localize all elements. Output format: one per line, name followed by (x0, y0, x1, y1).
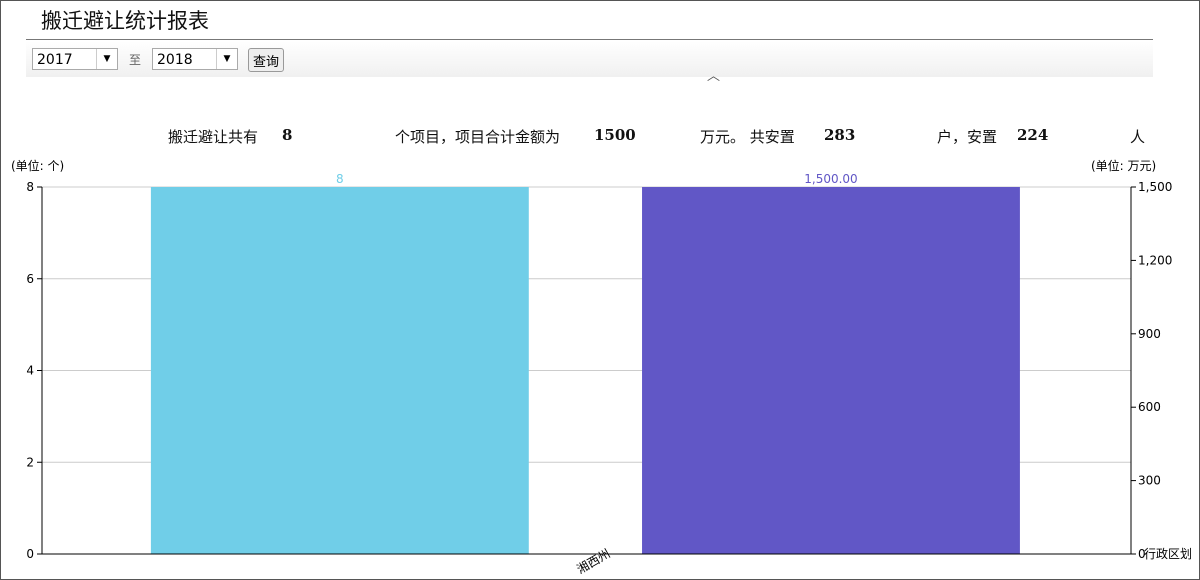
end-year-select[interactable]: 2018 ▼ (152, 48, 238, 70)
left-tick-label: 2 (26, 455, 34, 469)
data-label: 1,500.00 (804, 172, 857, 186)
right-tick-label: 300 (1138, 474, 1161, 488)
bar-right (642, 187, 1020, 554)
data-label: 8 (336, 172, 344, 186)
people-count: 224 (1017, 126, 1049, 144)
category-label: 湘西州 (574, 546, 613, 577)
chevron-down-icon: ▼ (96, 49, 117, 69)
total-amount: 1500 (594, 126, 636, 144)
start-year-select[interactable]: 2017 ▼ (32, 48, 118, 70)
right-axis-label: (单位: 万元) (1091, 158, 1156, 173)
left-tick-label: 6 (26, 272, 34, 286)
start-year-value: 2017 (37, 52, 73, 68)
x-axis-label: 行政区划 (1144, 547, 1192, 561)
page-title: 搬迁避让统计报表 (41, 9, 209, 33)
left-tick-label: 8 (26, 180, 34, 194)
left-tick-label: 0 (26, 547, 34, 561)
right-tick-label: 900 (1138, 327, 1161, 341)
summary-text: 搬迁避让共有 (168, 128, 259, 146)
title-divider (26, 39, 1153, 40)
chevron-up-icon[interactable]: ︿ (707, 69, 721, 84)
filter-toolbar: 2017 ▼ 至 2018 ▼ 查询 (26, 41, 1153, 77)
project-count: 8 (282, 126, 293, 144)
summary-text: 万元。 共安置 (700, 128, 795, 146)
bar-left (150, 187, 529, 554)
chevron-down-icon: ▼ (216, 49, 237, 69)
right-tick-label: 1,500 (1138, 180, 1172, 194)
summary-text: 户，安置 (937, 128, 998, 146)
right-tick-label: 0 (1138, 547, 1146, 561)
left-axis-label: (单位: 个) (11, 158, 64, 173)
summary-text: 人 (1130, 128, 1146, 146)
summary-text: 个项目，项目合计金额为 (395, 128, 561, 146)
right-tick-label: 1,200 (1138, 253, 1172, 267)
query-button[interactable]: 查询 (248, 48, 285, 72)
household-count: 283 (824, 126, 856, 144)
left-tick-label: 4 (26, 364, 34, 378)
end-year-value: 2018 (157, 52, 193, 68)
right-tick-label: 600 (1138, 400, 1161, 414)
to-label: 至 (129, 53, 142, 67)
